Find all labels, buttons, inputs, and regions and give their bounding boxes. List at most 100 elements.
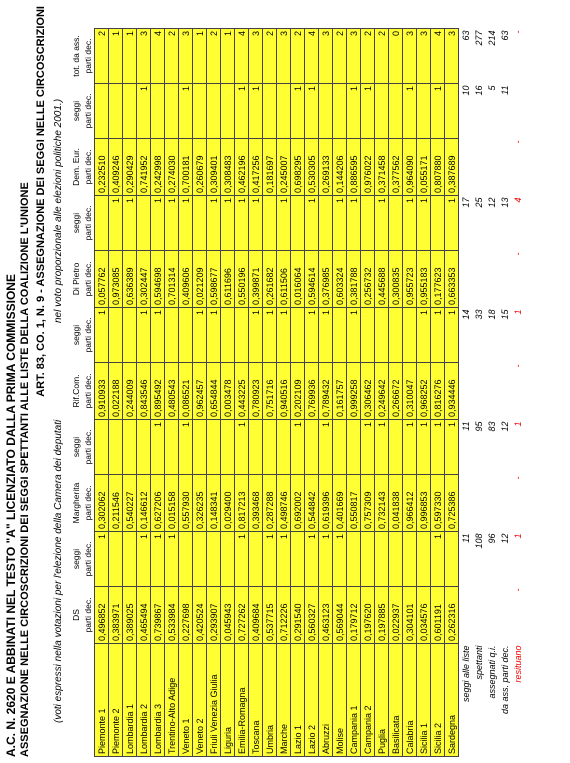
cell: 0,148341 (206, 474, 221, 532)
cell: 0,999258 (346, 362, 361, 420)
cell: 0,376985 (318, 250, 333, 308)
cell: 3 (136, 28, 151, 84)
cell: 11 (458, 419, 472, 475)
cell: 1 (276, 307, 291, 363)
cell: 0,807880 (430, 138, 445, 196)
cell: 0,594698 (150, 250, 165, 308)
cell: 0,016064 (290, 250, 305, 308)
cell: 1 (416, 195, 431, 251)
header-row: parti dec. parti dec. parti dec. parti dec.… (82, 29, 95, 757)
cell: Friuli Venezia Giulia (206, 643, 221, 757)
cell: - (512, 476, 523, 480)
cell: 0,557930 (178, 474, 193, 532)
cell: Molise (332, 643, 347, 757)
cell: 1 (136, 83, 151, 139)
column-header: Di Pietro (71, 262, 81, 296)
cell: 1 (234, 195, 249, 251)
data-row: Veneto 1 0,227698 0,557930 1 0,086521 0,40960… (178, 28, 193, 757)
cell (430, 195, 445, 251)
column-header: parti dec. (83, 261, 93, 297)
cell: 1 (430, 531, 445, 587)
cell: 1 (262, 307, 277, 363)
cell: Sicilia 1 (416, 643, 431, 757)
cell: 0,550817 (346, 474, 361, 532)
cell: 1 (360, 419, 375, 475)
cell: 1 (178, 195, 193, 251)
cell: 0,057762 (94, 250, 109, 308)
cell: 0,029400 (220, 474, 235, 532)
cell: 3 (248, 28, 263, 84)
cell: 13 (499, 197, 510, 208)
cell: 4 (512, 197, 523, 203)
cell (108, 307, 123, 363)
cell (192, 419, 207, 475)
cell: 0,739867 (150, 586, 165, 644)
cell: 0,964090 (402, 138, 417, 196)
cell: spettanti (473, 645, 484, 680)
cell: 0,560327 (304, 586, 319, 644)
cell: 0,496852 (94, 586, 109, 644)
cell: 3 (318, 28, 333, 84)
cell: 0,377562 (388, 138, 403, 196)
cell: Veneto 1 (178, 643, 193, 757)
note: nel voto proporzionale alle elezioni pol… (53, 98, 64, 323)
data-row: Campania 1 0,179712 0,550817 0,999258 1 0,381… (346, 28, 361, 757)
cell: 1 (248, 307, 263, 363)
cell: 0,701314 (164, 250, 179, 308)
cell: 0,751716 (262, 362, 277, 420)
cell: 1 (416, 307, 431, 363)
cell: 1 (304, 83, 319, 139)
data-row: Trentino-Alto Adige 0,533984 1 0,015158 0,48… (164, 28, 179, 757)
cell: 2 (332, 28, 347, 84)
cell (498, 363, 511, 420)
cell: 1 (290, 419, 305, 475)
cell: 214 (486, 30, 497, 46)
cell: 1 (512, 533, 523, 539)
data-row: Emilia-Romagna 0,727262 1 0,817213 1 0,443225… (234, 28, 249, 757)
cell: 12 (499, 533, 510, 544)
cell: 0,789432 (318, 362, 333, 420)
cell: 0,022188 (108, 362, 123, 420)
cell: 0,601191 (430, 586, 445, 644)
cell (220, 307, 235, 363)
cell (374, 83, 389, 139)
cell: Abruzzi (318, 643, 333, 757)
cell: 0,962457 (192, 362, 207, 420)
cell: 16 (473, 85, 484, 96)
cell: 2 (374, 28, 389, 84)
cell: 1 (346, 307, 361, 363)
cell: 0,619396 (318, 474, 333, 532)
cell: 1 (164, 531, 179, 587)
cell: 0,034576 (416, 586, 431, 644)
data-row: Marche 0,712226 1 0,498746 0,940516 1 0,611506… (276, 28, 291, 757)
cell (206, 531, 221, 587)
cell: 1 (290, 83, 305, 139)
column-header: parti dec. (83, 597, 93, 633)
cell: 0,045943 (220, 586, 235, 644)
cell: 0,627206 (150, 474, 165, 532)
cell (206, 419, 221, 475)
column-header: tot. da ass. (71, 35, 81, 77)
data-row: Calabria 0,304101 0,966412 1 0,310047 0,95572… (402, 28, 417, 757)
cell: assegnati q.i. (486, 645, 497, 699)
note: (voti espressi nella votazioni per l'ele… (53, 419, 64, 723)
cell: 0,698295 (290, 138, 305, 196)
cell: 0,498746 (276, 474, 291, 532)
cell: - (512, 364, 523, 368)
cell: 1 (192, 28, 207, 84)
cell (206, 83, 221, 139)
data-row: Sicilia 1 0,034576 0,996853 1 0,968252 1 0,955… (416, 28, 431, 757)
cell (248, 531, 263, 587)
cell: 1 (332, 531, 347, 587)
cell: 0,611696 (220, 250, 235, 308)
data-row: Sardegna 0,262316 0,725386 1 0,934446 1 0,6633… (444, 28, 459, 757)
cell: Basilicata (388, 643, 403, 757)
cell: 0,817213 (234, 474, 249, 532)
cell (458, 474, 472, 532)
cell: 1 (178, 419, 193, 475)
cell: 0,021209 (192, 250, 207, 308)
cell: 1 (276, 195, 291, 251)
cell: 0,161757 (332, 362, 347, 420)
cell: 0,727262 (234, 586, 249, 644)
cell: Veneto 2 (192, 643, 207, 757)
